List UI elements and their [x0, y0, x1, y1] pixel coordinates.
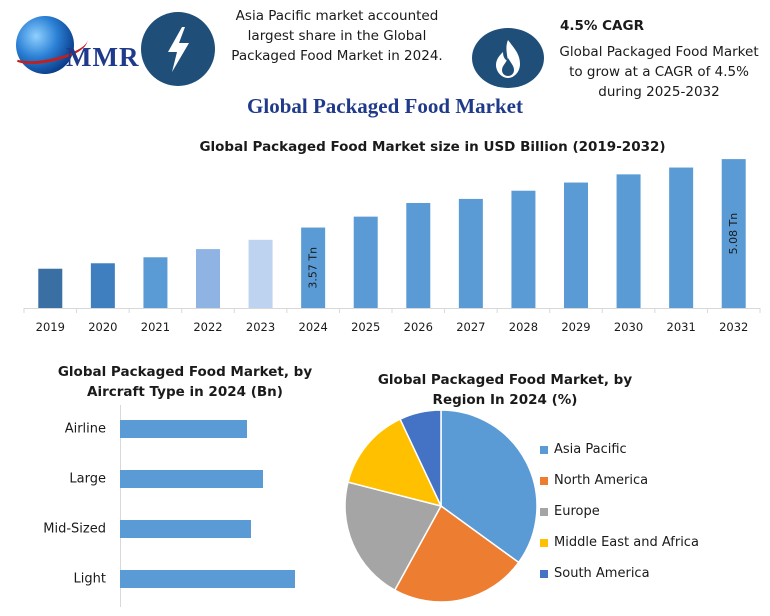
legend-swatch: [540, 507, 548, 516]
bar-large: [120, 470, 263, 488]
note-line: largest share in the Global: [247, 28, 427, 44]
x-tick-label: 2031: [667, 320, 696, 334]
bar-2020: [90, 263, 115, 308]
bar-2019: [38, 268, 63, 308]
title-line: Region In 2024 (%): [432, 392, 578, 408]
bar-2024: [301, 227, 326, 308]
bar-airline: [120, 420, 247, 438]
x-tick-label: 2019: [36, 320, 65, 334]
x-tick-label: 2027: [456, 320, 485, 334]
x-tick-label: 2021: [141, 320, 170, 334]
x-tick-label: 2022: [193, 320, 222, 334]
bar-2030: [616, 174, 641, 308]
legend-item: Europe: [540, 496, 699, 527]
note-line: to grow at a CAGR of 4.5%: [569, 64, 749, 80]
legend-item: Asia Pacific: [540, 434, 699, 465]
legend-item: North America: [540, 465, 699, 496]
note-line: Global Packaged Food Market: [559, 44, 759, 60]
legend-swatch: [540, 445, 548, 454]
legend-label: Asia Pacific: [554, 442, 627, 457]
data-label: 5.08 Tn: [727, 213, 740, 255]
bar-2021: [143, 257, 168, 308]
lightning-icon: [141, 12, 215, 86]
flame-icon: [472, 28, 544, 88]
bar-2027: [458, 198, 483, 308]
legend-label: South America: [554, 566, 650, 581]
legend-swatch: [540, 476, 548, 485]
x-tick-label: 2028: [509, 320, 538, 334]
slice-middle-east-and-africa: [347, 418, 443, 508]
bar-2031: [669, 167, 694, 308]
slice-south-america: [399, 409, 442, 507]
top-chart-title: Global Packaged Food Market size in USD …: [199, 139, 666, 155]
aircraft-type-bar-chart: Airline Large Mid-Sized Light: [43, 405, 295, 607]
x-tick-label: 2030: [614, 320, 643, 334]
title-line: Global Packaged Food Market, by: [57, 364, 313, 380]
slice-asia-pacific: [440, 409, 538, 564]
legend-label: Middle East and Africa: [554, 535, 699, 550]
x-tick-label: 2025: [351, 320, 380, 334]
bar-2025: [353, 216, 378, 308]
note-line: Packaged Food Market in 2024.: [231, 48, 443, 64]
pie-legend: Asia Pacific North America Europe Middle Ea…: [540, 434, 699, 589]
slice-europe: [344, 481, 443, 592]
legend-swatch: [540, 569, 548, 578]
x-tick-label: 2023: [246, 320, 275, 334]
title-line: Aircraft Type in 2024 (Bn): [87, 384, 283, 400]
bar-2032: [721, 159, 746, 308]
y-tick-label: Large: [69, 472, 106, 487]
asia-pacific-note: Asia Pacific market accounted largest sh…: [222, 6, 452, 66]
globe-icon: [16, 16, 74, 74]
legend-label: North America: [554, 473, 649, 488]
aircraft-chart-title: Global Packaged Food Market, by Aircraft…: [40, 362, 330, 402]
bar-2022: [196, 249, 220, 308]
x-tick-label: 2029: [561, 320, 590, 334]
mmr-logo: MMR: [7, 12, 138, 76]
cagr-title: 4.5% CAGR: [560, 18, 644, 34]
y-tick-label: Mid-Sized: [43, 522, 106, 537]
legend-item: South America: [540, 558, 699, 589]
x-tick-label: 2032: [719, 320, 748, 334]
bar-2028: [511, 190, 536, 308]
x-tick-label: 2026: [404, 320, 433, 334]
bar-2023: [248, 239, 273, 308]
x-tick-label: 2024: [299, 320, 328, 334]
legend-label: Europe: [554, 504, 600, 519]
region-pie-chart: [344, 409, 538, 603]
y-tick-label: Airline: [65, 422, 106, 437]
legend-item: Middle East and Africa: [540, 527, 699, 558]
slice-north-america: [393, 504, 520, 603]
x-tick-label: 2020: [88, 320, 117, 334]
cagr-note: Global Packaged Food Market to grow at a…: [548, 42, 770, 102]
bar-2026: [406, 203, 431, 308]
main-title: Global Packaged Food Market: [247, 94, 523, 118]
note-line: during 2025-2032: [598, 84, 720, 100]
bar-light: [120, 570, 295, 588]
note-line: Asia Pacific market accounted: [235, 8, 439, 24]
data-label: 3.57 Tn: [307, 247, 320, 289]
market-size-bar-chart: 2019 2020 2021 2022 2023 2024 2025 2026 2027 2028…: [23, 159, 761, 334]
title-line: Global Packaged Food Market, by: [377, 372, 633, 388]
legend-swatch: [540, 538, 548, 547]
logo-text: MMR: [66, 42, 140, 72]
bar-2029: [564, 182, 588, 308]
bar-mid-sized: [120, 520, 251, 538]
y-tick-label: Light: [74, 572, 106, 587]
region-chart-title: Global Packaged Food Market, by Region I…: [355, 370, 655, 410]
